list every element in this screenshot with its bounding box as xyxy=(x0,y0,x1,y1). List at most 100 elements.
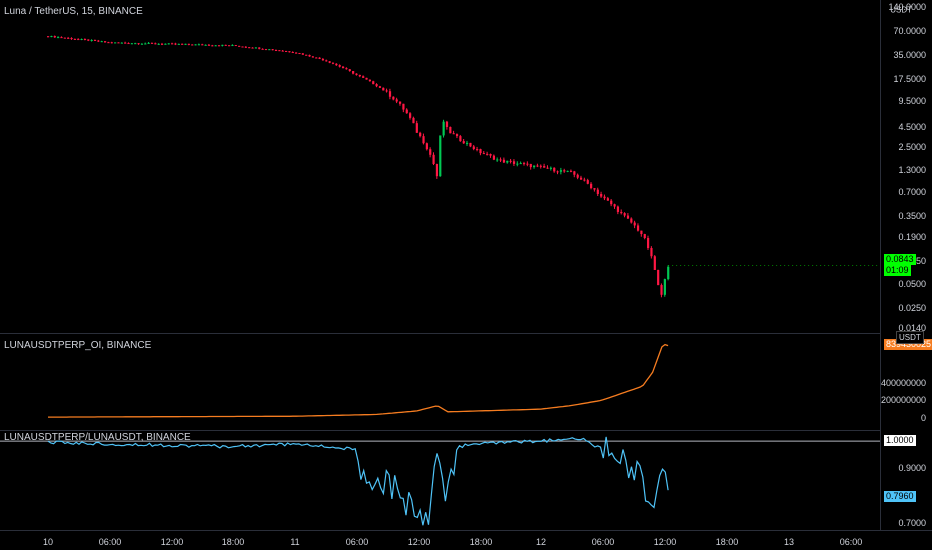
price-candle xyxy=(546,167,549,169)
price-candle xyxy=(476,149,479,151)
price-candle xyxy=(117,42,120,44)
price-candle xyxy=(419,132,422,137)
price-candle xyxy=(103,41,107,43)
price-candle xyxy=(268,49,271,51)
price-candle xyxy=(177,43,180,45)
price-candle xyxy=(67,37,70,39)
price-candle xyxy=(569,170,573,172)
oi-last-value-tag: 839430025 xyxy=(884,338,932,350)
oi-tick-label: 400000000 xyxy=(880,377,926,388)
price-candle xyxy=(315,57,318,59)
oi-series-line xyxy=(48,343,669,418)
price-candle xyxy=(573,171,576,175)
price-candle xyxy=(663,279,666,295)
price-candle xyxy=(365,77,368,80)
ratio-pane-title: LUNAUSDTPERP/LUNAUSDT, BINANCE xyxy=(4,432,191,443)
price-candle xyxy=(241,46,244,48)
price-candle xyxy=(301,53,304,55)
price-candle xyxy=(482,153,485,155)
price-candle xyxy=(160,43,164,45)
price-candle xyxy=(224,44,227,46)
price-candle xyxy=(110,42,113,44)
price-candle xyxy=(134,43,137,45)
price-candle xyxy=(321,58,325,61)
price-tick-label: 0.0500 xyxy=(898,278,926,289)
price-candle xyxy=(449,126,452,134)
price-candle xyxy=(526,163,529,165)
price-candle xyxy=(378,86,382,88)
price-candle xyxy=(83,38,87,40)
price-candle xyxy=(439,135,442,177)
price-candle xyxy=(388,91,392,97)
price-candle xyxy=(251,47,254,49)
price-candle xyxy=(352,71,355,74)
price-candle xyxy=(298,53,301,55)
price-candle xyxy=(620,211,623,214)
price-candle xyxy=(616,206,620,212)
price-candle xyxy=(412,117,415,124)
price-candle xyxy=(385,90,388,92)
price-tick-label: 0.0250 xyxy=(898,302,926,313)
oi-unit-label: USDT xyxy=(896,330,924,344)
price-candle xyxy=(331,62,335,64)
price-candle xyxy=(667,266,670,280)
price-candle xyxy=(405,109,408,114)
price-candle xyxy=(114,42,117,44)
price-candle xyxy=(164,43,167,45)
price-candle xyxy=(305,54,308,56)
price-candle xyxy=(469,142,472,147)
price-candle xyxy=(398,101,402,104)
price-candle xyxy=(197,44,201,46)
price-candle xyxy=(435,163,439,177)
price-candle xyxy=(70,38,73,40)
time-tick-label: 11 xyxy=(290,537,300,547)
price-candle xyxy=(445,121,449,127)
price-candle xyxy=(254,47,258,49)
price-candle xyxy=(244,46,247,48)
pane-divider[interactable] xyxy=(0,333,880,334)
price-candle xyxy=(496,159,499,161)
main-pane-title: Luna / TetherUS, 15, BINANCE xyxy=(4,6,143,17)
price-candle xyxy=(204,44,207,46)
price-candle xyxy=(368,79,371,82)
time-tick-label: 12 xyxy=(535,537,547,547)
price-candle xyxy=(556,171,559,173)
price-candle xyxy=(613,204,616,207)
price-candle xyxy=(459,136,462,142)
pane-divider[interactable] xyxy=(0,430,880,431)
bar-countdown-tag: 01:09 xyxy=(884,265,911,277)
time-tick-label: 10 xyxy=(42,537,54,547)
price-tick-label: 2.5000 xyxy=(898,142,926,153)
price-candle xyxy=(318,57,321,59)
price-candle xyxy=(77,39,80,41)
price-candle xyxy=(472,146,475,150)
price-candle xyxy=(395,99,398,102)
price-tick-label: 4.5000 xyxy=(898,121,926,132)
price-candle xyxy=(60,37,63,39)
price-candle xyxy=(623,213,626,216)
price-candle xyxy=(73,38,77,40)
price-candle xyxy=(171,43,174,45)
price-candle xyxy=(181,43,184,45)
ratio-reference-tag: 1.0000 xyxy=(884,435,916,447)
time-tick-label: 06:00 xyxy=(345,537,369,547)
price-candle xyxy=(228,45,231,47)
time-tick-label: 13 xyxy=(783,537,795,547)
price-candle xyxy=(653,256,656,270)
price-candle xyxy=(590,183,593,189)
price-candle xyxy=(147,42,150,44)
price-candle xyxy=(127,43,130,45)
price-candle xyxy=(630,218,633,223)
price-candle xyxy=(382,87,385,91)
price-candle xyxy=(150,42,154,44)
price-candle xyxy=(80,38,83,40)
price-candle xyxy=(248,47,251,49)
price-candle xyxy=(167,43,170,45)
price-candle xyxy=(281,50,284,52)
price-candle xyxy=(633,222,636,226)
price-candle xyxy=(603,196,606,199)
price-candle xyxy=(221,44,224,46)
price-candle xyxy=(452,133,455,135)
price-candle xyxy=(264,49,268,51)
